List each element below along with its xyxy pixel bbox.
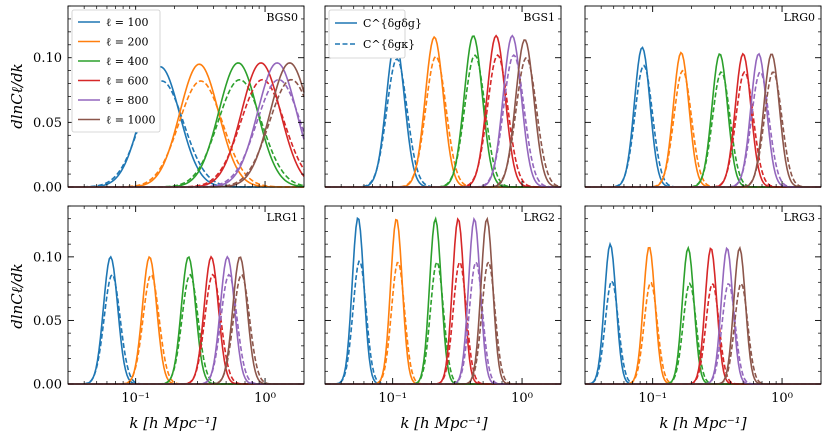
- series-ell-400-solid: [585, 53, 821, 188]
- y-tick-label: 0.00: [33, 181, 62, 196]
- x-tick-label: 10⁰: [771, 391, 793, 406]
- series-ell-100-dashed: [68, 273, 304, 385]
- legend-label-ell-200: ℓ = 200: [106, 36, 148, 49]
- series-ell-800-dashed: [325, 54, 562, 188]
- series-ell-1000-solid: [325, 39, 562, 188]
- y-tick-label: 0.05: [33, 314, 62, 329]
- panel-title: LRG1: [267, 211, 298, 224]
- x-tick-label: 10⁰: [254, 391, 276, 406]
- series-ell-800-solid: [585, 52, 821, 188]
- series-ell-100-solid: [584, 241, 821, 385]
- legend-ell: ℓ = 100 ℓ = 200 ℓ = 400 ℓ = 600 ℓ = 800 ℓ = 1…: [71, 9, 161, 133]
- series-ell-600-solid: [585, 247, 821, 385]
- x-axis-label-3: k [h Mpc⁻¹]: [659, 414, 746, 432]
- series-ell-200-solid: [585, 51, 821, 188]
- x-axis-label-2: k [h Mpc⁻¹]: [400, 414, 487, 432]
- series-ell-100-solid: [585, 46, 821, 188]
- series-ell-800-solid: [585, 246, 821, 385]
- legend-label-ell-600: ℓ = 600: [106, 75, 148, 88]
- y-tick-label: 0.10: [33, 250, 62, 265]
- panel-bgs0: 0.00 0.05 0.10 BGS0: [33, 5, 305, 196]
- legend-label-dashed: C^{δgκ}: [363, 38, 415, 51]
- legend-label-ell-400: ℓ = 400: [106, 55, 148, 68]
- panels-group: 0.00 0.05 0.10 BGS0 BGS1 LRG0 0.00 0.05 0.10 10⁻¹…: [33, 5, 822, 406]
- panel-title: LRG2: [524, 211, 555, 224]
- legend-box: [71, 9, 161, 133]
- x-tick-label: 10⁻¹: [378, 391, 407, 406]
- x-tick-label: 10⁻¹: [121, 391, 150, 406]
- x-tick-label: 10⁻¹: [638, 391, 667, 406]
- legend-label-solid: C^{δgδg}: [363, 17, 422, 30]
- legend-label-ell-100: ℓ = 100: [106, 16, 148, 29]
- panel-title: LRG3: [784, 211, 815, 224]
- series-ell-200-dashed: [585, 69, 821, 188]
- legend-box: [328, 9, 406, 59]
- series-ell-1000-solid: [585, 245, 821, 385]
- panel-title: LRG0: [784, 11, 815, 24]
- series-ell-100-dashed: [585, 64, 821, 188]
- x-axis-label-1: k [h Mpc⁻¹]: [129, 414, 216, 432]
- panel-bgs1: BGS1: [324, 5, 562, 188]
- series-ell-1000-dashed: [585, 71, 821, 188]
- legend-label-ell-1000: ℓ = 1000: [106, 114, 155, 127]
- series-ell-800-dashed: [585, 70, 821, 188]
- y-tick-label: 0.05: [33, 116, 62, 131]
- y-axis-label-bottom: dlnCℓ/dk: [8, 263, 26, 329]
- series-ell-600-solid: [585, 52, 821, 188]
- series-ell-600-dashed: [585, 70, 821, 188]
- panel-title: BGS0: [266, 11, 298, 24]
- y-axis-label-top: dlnCℓ/dk: [8, 63, 26, 129]
- legend-label-ell-800: ℓ = 800: [106, 94, 148, 107]
- y-tick-label: 0.00: [33, 378, 62, 393]
- legend-style: C^{δgδg} C^{δgκ}: [328, 9, 422, 59]
- panel-lrg0: LRG0: [584, 5, 822, 188]
- series-ell-200-solid: [585, 246, 821, 385]
- y-tick-label: 0.10: [33, 51, 62, 66]
- series-ell-1000-solid: [585, 53, 821, 188]
- panel-lrg2: 10⁻¹ 10⁰ LRG2: [324, 205, 562, 406]
- axes-frame: [67, 205, 305, 385]
- x-tick-label: 10⁰: [511, 391, 533, 406]
- panel-title: BGS1: [523, 11, 555, 24]
- panel-lrg1: 0.00 0.05 0.10 10⁻¹ 10⁰ LRG1: [33, 205, 305, 406]
- series-ell-400-dashed: [585, 71, 821, 188]
- panel-lrg3: 10⁻¹ 10⁰ LRG3: [584, 205, 822, 406]
- series-ell-400-solid: [585, 245, 821, 385]
